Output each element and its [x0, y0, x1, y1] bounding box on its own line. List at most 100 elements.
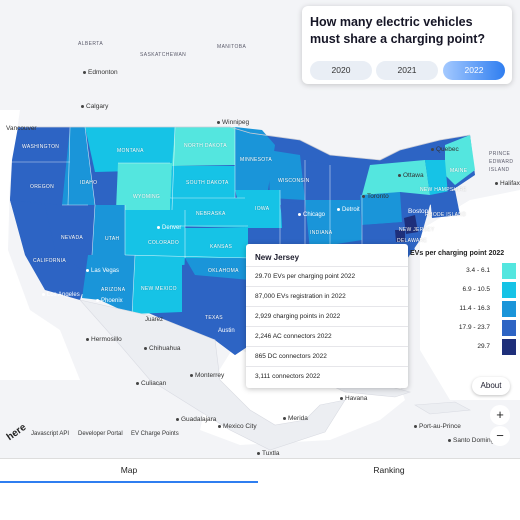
tooltip-row: 2,929 charging points in 2022	[246, 306, 408, 327]
state-north-dakota[interactable]	[172, 127, 235, 166]
developer-portal-link[interactable]: Developer Portal	[78, 431, 123, 437]
legend-swatch	[502, 339, 516, 355]
city-winnipeg: Winnipeg	[217, 119, 249, 126]
about-button[interactable]: About	[472, 377, 510, 395]
state-rhode-island[interactable]	[430, 190, 460, 218]
region-label-manitoba: MANITOBA	[217, 44, 247, 50]
city-havana: Havana	[340, 395, 367, 402]
city-monterrey: Monterrey	[190, 372, 224, 379]
state-wyoming[interactable]	[116, 163, 172, 210]
state-michigan[interactable]	[305, 160, 345, 205]
tooltip-row-text: 29.70 EVs per charging point 2022	[255, 273, 356, 280]
legend-swatch	[502, 301, 516, 317]
state-idaho[interactable]	[62, 127, 95, 205]
legend-swatch	[502, 282, 516, 298]
state-south-dakota[interactable]	[170, 166, 235, 198]
state-new-york[interactable]	[362, 160, 430, 195]
state-label-washington: WASHINGTON	[22, 144, 60, 150]
state-label-kansas: KANSAS	[210, 244, 233, 250]
legend-item: 11.4 - 16.3	[410, 301, 520, 320]
map-svg	[0, 110, 520, 451]
state-label-oklahoma: OKLAHOMA	[208, 268, 239, 274]
city-tuxtla: Tuxtla	[257, 450, 279, 457]
tooltip-row: 87,000 EVs registration in 2022	[246, 286, 408, 307]
tooltip-row-text: 865 DC connectors 2022	[255, 353, 327, 360]
state-kansas[interactable]	[185, 228, 248, 258]
city-port-au-prince: Port-au-Prince	[414, 423, 461, 430]
state-label-north-dakota: NORTH DAKOTA	[184, 143, 227, 149]
legend-item: 29.7	[410, 339, 520, 358]
city-toronto: Toronto	[362, 193, 389, 200]
state-label-new-hampshire: NEW HAMPSHIRE	[420, 187, 467, 193]
state-label-wyoming: WYOMING	[133, 194, 161, 200]
state-new-hampshire[interactable]	[425, 160, 448, 195]
tab-ranking[interactable]: Ranking	[373, 465, 405, 475]
city-chihuahua: Chihuahua	[144, 345, 180, 352]
state-oregon[interactable]	[10, 162, 68, 205]
question-card: How many electric vehicles must share a …	[302, 6, 512, 84]
legend-item: 3.4 - 6.1	[410, 263, 520, 282]
state-colorado[interactable]	[125, 210, 185, 255]
state-texas[interactable]	[160, 262, 255, 355]
year-button-2021[interactable]: 2021	[376, 61, 438, 80]
state-label-indiana: INDIANA	[310, 230, 333, 236]
city-ottawa: Ottawa	[398, 172, 424, 179]
legend-swatch	[502, 263, 516, 279]
view-tabs: Map Ranking	[0, 458, 520, 483]
state-delaware[interactable]	[395, 230, 405, 242]
city-calgary: Calgary	[81, 103, 108, 110]
region-label-prince-edward-island: PRINCE EDWARD ISLAND	[489, 151, 514, 173]
state-tooltip: New Jersey 29.70 EVs per charging point …	[246, 244, 408, 388]
tooltip-title: New Jersey	[255, 253, 300, 262]
state-new-jersey[interactable]	[404, 215, 418, 234]
year-button-2022[interactable]: 2022	[443, 61, 505, 80]
state-montana[interactable]	[85, 127, 175, 172]
city-quebec: Quebec	[431, 146, 459, 153]
tooltip-row-text: 87,000 EVs registration in 2022	[255, 293, 346, 300]
city-las-vegas: Las Vegas	[86, 268, 119, 274]
state-iowa[interactable]	[235, 190, 282, 228]
legend-item-label: 29.7	[477, 343, 490, 350]
city-culiacan: Culiacan	[136, 380, 166, 387]
city-merida: Merida	[283, 415, 308, 422]
region-label-saskatchewan: SASKATCHEWAN	[140, 52, 187, 58]
state-label-nevada: NEVADA	[61, 235, 83, 241]
city-halifax: Halifax	[495, 180, 520, 187]
state-label-montana: MONTANA	[117, 148, 144, 154]
state-borders	[10, 126, 363, 316]
city-guadalajara: Guadalajara	[176, 416, 216, 423]
legend: EVs per charging point 2022 3.4 - 6.1 6.…	[410, 250, 520, 358]
city-detroit: Detroit	[337, 207, 360, 213]
state-wisconsin[interactable]	[268, 150, 305, 200]
zoom-out-button[interactable]: −	[490, 426, 510, 446]
state-label-minnesota: MINNESOTA	[240, 157, 273, 163]
state-utah[interactable]	[92, 205, 125, 255]
pacific-ocean	[0, 110, 80, 380]
state-nevada[interactable]	[45, 205, 95, 275]
state-washington[interactable]	[15, 127, 70, 162]
state-label-utah: UTAH	[105, 236, 120, 242]
state-label-idaho: IDAHO	[80, 180, 98, 186]
legend-item-label: 6.9 - 10.5	[462, 286, 490, 293]
javascript-api-link[interactable]: Javascript API	[31, 431, 70, 437]
state-pennsylvania[interactable]	[360, 192, 402, 225]
state-new-mexico[interactable]	[132, 255, 185, 314]
city-boston: Boston	[408, 208, 429, 215]
state-minnesota[interactable]	[235, 127, 275, 190]
tooltip-row-text: 2,929 charging points in 2022	[255, 313, 341, 320]
tooltip-row: 865 DC connectors 2022	[246, 346, 408, 367]
state-california[interactable]	[10, 200, 88, 300]
legend-item: 6.9 - 10.5	[410, 282, 520, 301]
tab-map[interactable]: Map	[0, 459, 258, 483]
state-oklahoma[interactable]	[185, 258, 250, 280]
state-label-texas: TEXAS	[205, 315, 223, 321]
city-los-angeles: Los Angeles	[42, 292, 80, 298]
ev-charge-points-link[interactable]: EV Charge Points	[131, 431, 179, 437]
state-label-maine: MAINE	[450, 168, 468, 174]
city-denver: Denver	[157, 225, 181, 231]
year-button-2020[interactable]: 2020	[310, 61, 372, 80]
state-nebraska[interactable]	[170, 198, 245, 228]
city-austin: Austin	[218, 328, 235, 334]
state-label-new-jersey: NEW JERSEY	[399, 227, 435, 233]
zoom-in-button[interactable]: +	[490, 405, 510, 425]
